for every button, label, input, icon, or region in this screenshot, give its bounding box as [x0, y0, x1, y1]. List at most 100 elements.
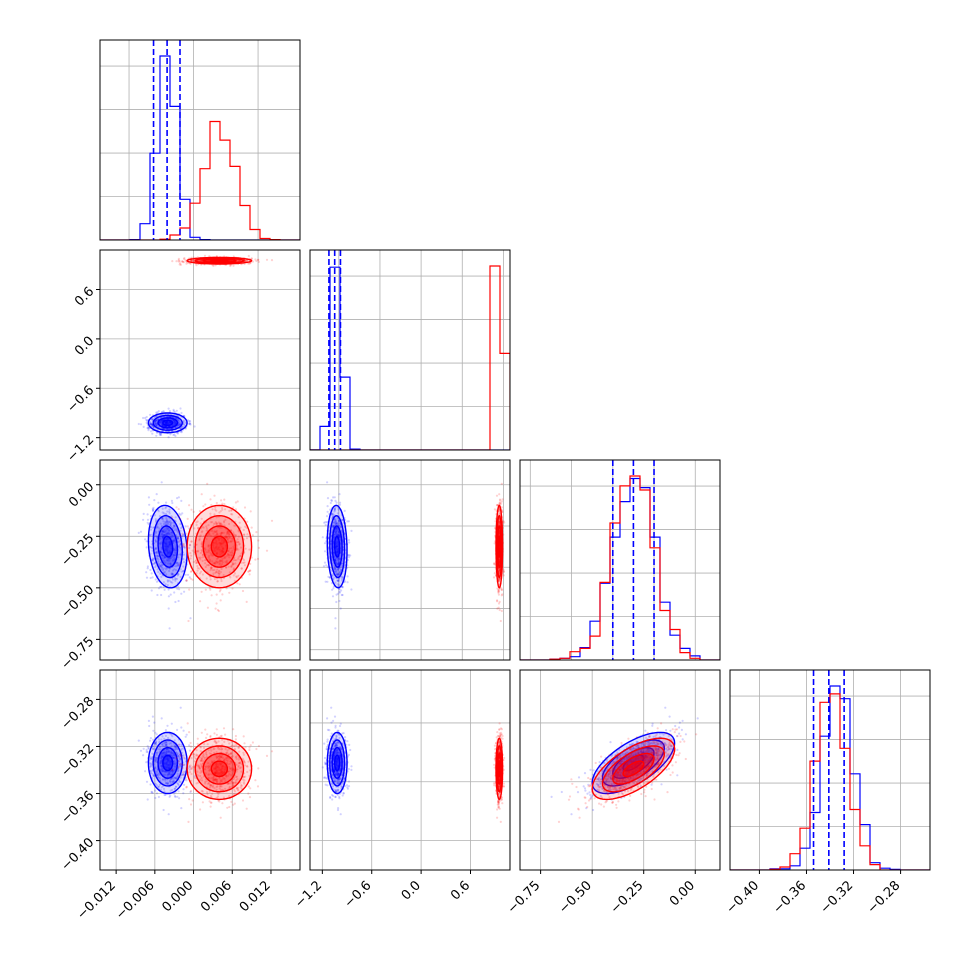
scatter-point — [190, 256, 193, 259]
scatter-point — [169, 557, 172, 560]
scatter-point — [214, 264, 217, 267]
scatter-point — [180, 499, 183, 502]
scatter-point — [142, 425, 145, 428]
scatter-point — [183, 560, 186, 564]
scatter-point — [336, 543, 339, 546]
scatter-point — [174, 776, 177, 779]
scatter-point — [348, 541, 351, 544]
scatter-point — [163, 533, 166, 537]
scatter-point — [497, 589, 500, 593]
scatter-point — [224, 535, 227, 538]
scatter-point — [212, 784, 215, 788]
scatter-point — [215, 754, 218, 758]
scatter-point — [180, 431, 183, 434]
scatter-point — [161, 743, 164, 746]
scatter-point — [168, 764, 171, 767]
scatter-point — [164, 793, 167, 796]
scatter-point — [221, 542, 224, 545]
scatter-point — [208, 790, 211, 793]
scatter-point — [163, 534, 166, 537]
scatter-point — [334, 518, 337, 521]
scatter-point — [164, 545, 167, 548]
scatter-point — [254, 258, 257, 261]
scatter-point — [219, 571, 222, 574]
scatter-point — [188, 422, 191, 425]
scatter-panel — [309, 459, 511, 661]
scatter-point — [201, 559, 204, 563]
scatter-point — [228, 773, 231, 776]
scatter-point — [209, 521, 212, 524]
scatter-point — [173, 568, 176, 571]
scatter-point — [218, 757, 221, 761]
scatter-point — [338, 591, 341, 594]
scatter-point — [231, 744, 234, 747]
scatter-point — [213, 568, 216, 572]
scatter-point — [209, 805, 212, 808]
scatter-point — [338, 503, 342, 506]
scatter-point — [330, 513, 333, 516]
scatter-point — [178, 780, 181, 783]
scatter-point — [176, 561, 179, 564]
scatter-layer — [137, 254, 274, 439]
scatter-point — [497, 593, 500, 596]
scatter-point — [168, 567, 171, 570]
scatter-point — [188, 420, 192, 423]
scatter-point — [198, 539, 201, 542]
scatter-point — [226, 535, 229, 539]
scatter-point — [161, 752, 164, 755]
scatter-point — [332, 521, 336, 525]
scatter-point — [336, 563, 339, 566]
scatter-point — [220, 526, 223, 529]
scatter-point — [210, 749, 213, 752]
scatter-point — [183, 774, 186, 777]
scatter-point — [167, 420, 170, 423]
scatter-point — [338, 535, 341, 539]
scatter-point — [173, 411, 177, 414]
scatter-point — [159, 542, 162, 545]
scatter-point — [237, 557, 240, 561]
scatter-point — [179, 513, 182, 516]
scatter-point — [169, 769, 172, 773]
scatter-point — [238, 583, 241, 586]
scatter-point — [175, 425, 179, 428]
scatter-point — [218, 537, 221, 540]
scatter-point — [218, 572, 221, 575]
scatter-point — [176, 537, 179, 540]
scatter-point — [210, 773, 213, 776]
scatter-point — [177, 424, 180, 427]
scatter-point — [195, 754, 198, 757]
scatter-point — [168, 757, 171, 760]
scatter-point — [186, 419, 190, 422]
scatter-point — [238, 542, 241, 545]
scatter-point — [165, 763, 168, 766]
scatter-point — [163, 737, 166, 740]
scatter-point — [182, 771, 185, 774]
scatter-point — [171, 573, 174, 576]
scatter-point — [215, 557, 218, 561]
scatter-point — [335, 529, 338, 532]
scatter-point — [188, 749, 192, 752]
scatter-point — [160, 566, 163, 569]
scatter-point — [341, 519, 344, 522]
scatter-point — [168, 771, 171, 774]
scatter-point — [194, 757, 197, 760]
scatter-point — [195, 559, 198, 562]
scatter-point — [159, 551, 162, 554]
scatter-point — [189, 764, 192, 767]
scatter-point — [201, 801, 204, 804]
scatter-point — [334, 528, 337, 531]
scatter-point — [165, 501, 168, 504]
scatter-point — [171, 516, 174, 519]
scatter-point — [169, 580, 172, 584]
scatter-point — [226, 532, 229, 535]
scatter-point — [164, 750, 167, 754]
scatter-point — [157, 795, 160, 799]
scatter-point — [174, 422, 177, 425]
scatter-point — [215, 741, 218, 744]
scatter-point — [215, 778, 218, 781]
scatter-point — [215, 751, 218, 754]
scatter-point — [157, 526, 160, 529]
scatter-point — [243, 561, 246, 564]
scatter-point — [335, 523, 338, 526]
scatter-point — [166, 528, 169, 531]
